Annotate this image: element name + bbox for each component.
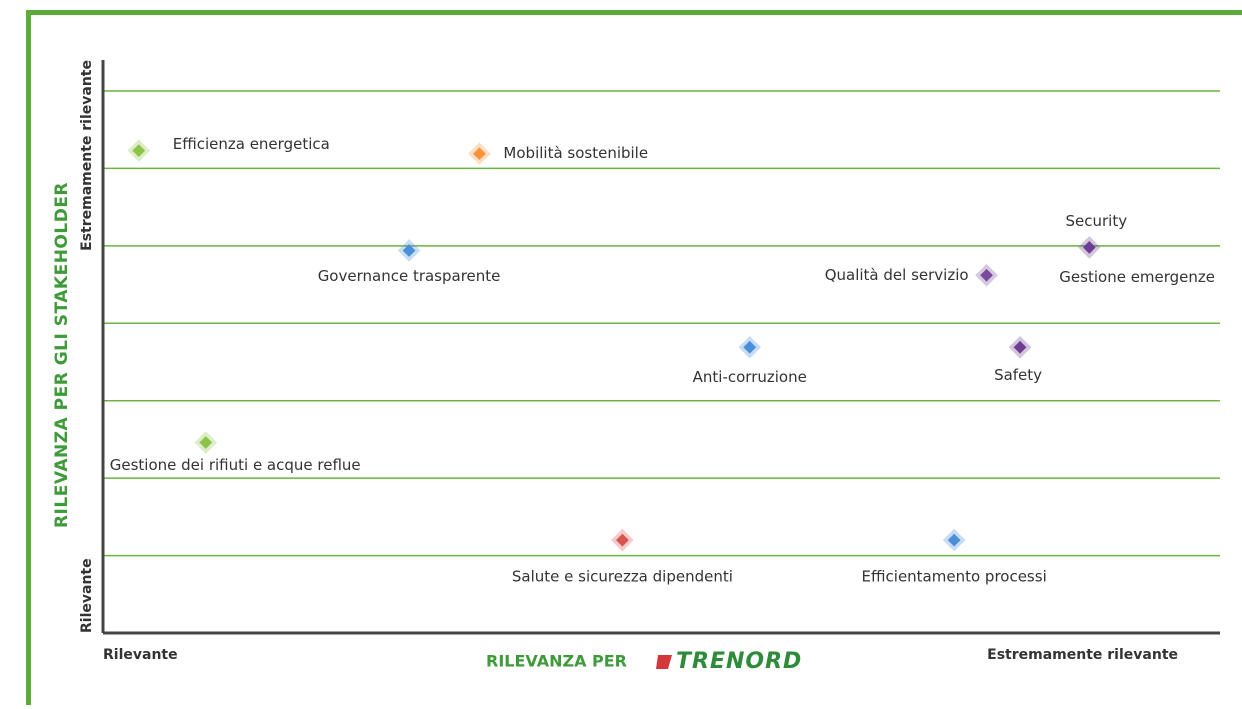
logo: TRENORD: [676, 649, 802, 674]
point: [975, 263, 998, 287]
point-label: Gestione emergenze: [1059, 268, 1215, 286]
point-core: [473, 147, 486, 161]
point: [127, 139, 151, 162]
y-tick-label: Estremamente rilevante: [79, 60, 95, 251]
point: [1077, 236, 1101, 259]
x-tick-label: Estremamente rilevante: [987, 647, 1178, 663]
point-label: Security: [1066, 212, 1128, 230]
point: [738, 335, 762, 359]
point-label: Safety: [994, 366, 1042, 384]
point: [611, 528, 634, 552]
point: [468, 142, 491, 166]
point-label: Gestione dei rifiuti e acque reflue: [110, 456, 361, 474]
point-label: Mobilità sostenibile: [503, 144, 648, 162]
point: [942, 528, 966, 552]
point: [397, 239, 421, 262]
frame-top: [26, 10, 1242, 15]
x-axis-title: RILEVANZA PER: [486, 652, 627, 671]
logo-mark: [656, 655, 672, 669]
point-core: [199, 436, 213, 449]
point-label: Efficientamento processi: [862, 568, 1047, 586]
point-label: Qualità del servizio: [825, 266, 969, 284]
point-core: [402, 244, 416, 257]
point-label: Salute e sicurezza dipendenti: [512, 568, 733, 586]
x-tick-label: Rilevante: [103, 647, 178, 663]
point-label: Efficienza energetica: [173, 135, 330, 153]
point: [194, 431, 218, 454]
point-label: Anti-corruzione: [693, 368, 807, 386]
y-tick-label: Rilevante: [79, 558, 95, 633]
point: [1008, 335, 1032, 359]
point-core: [132, 144, 146, 157]
y-axis-title: RILEVANZA PER GLI STAKEHOLDER: [52, 182, 72, 528]
point-label: Governance trasparente: [318, 267, 501, 285]
frame-left: [26, 10, 31, 705]
